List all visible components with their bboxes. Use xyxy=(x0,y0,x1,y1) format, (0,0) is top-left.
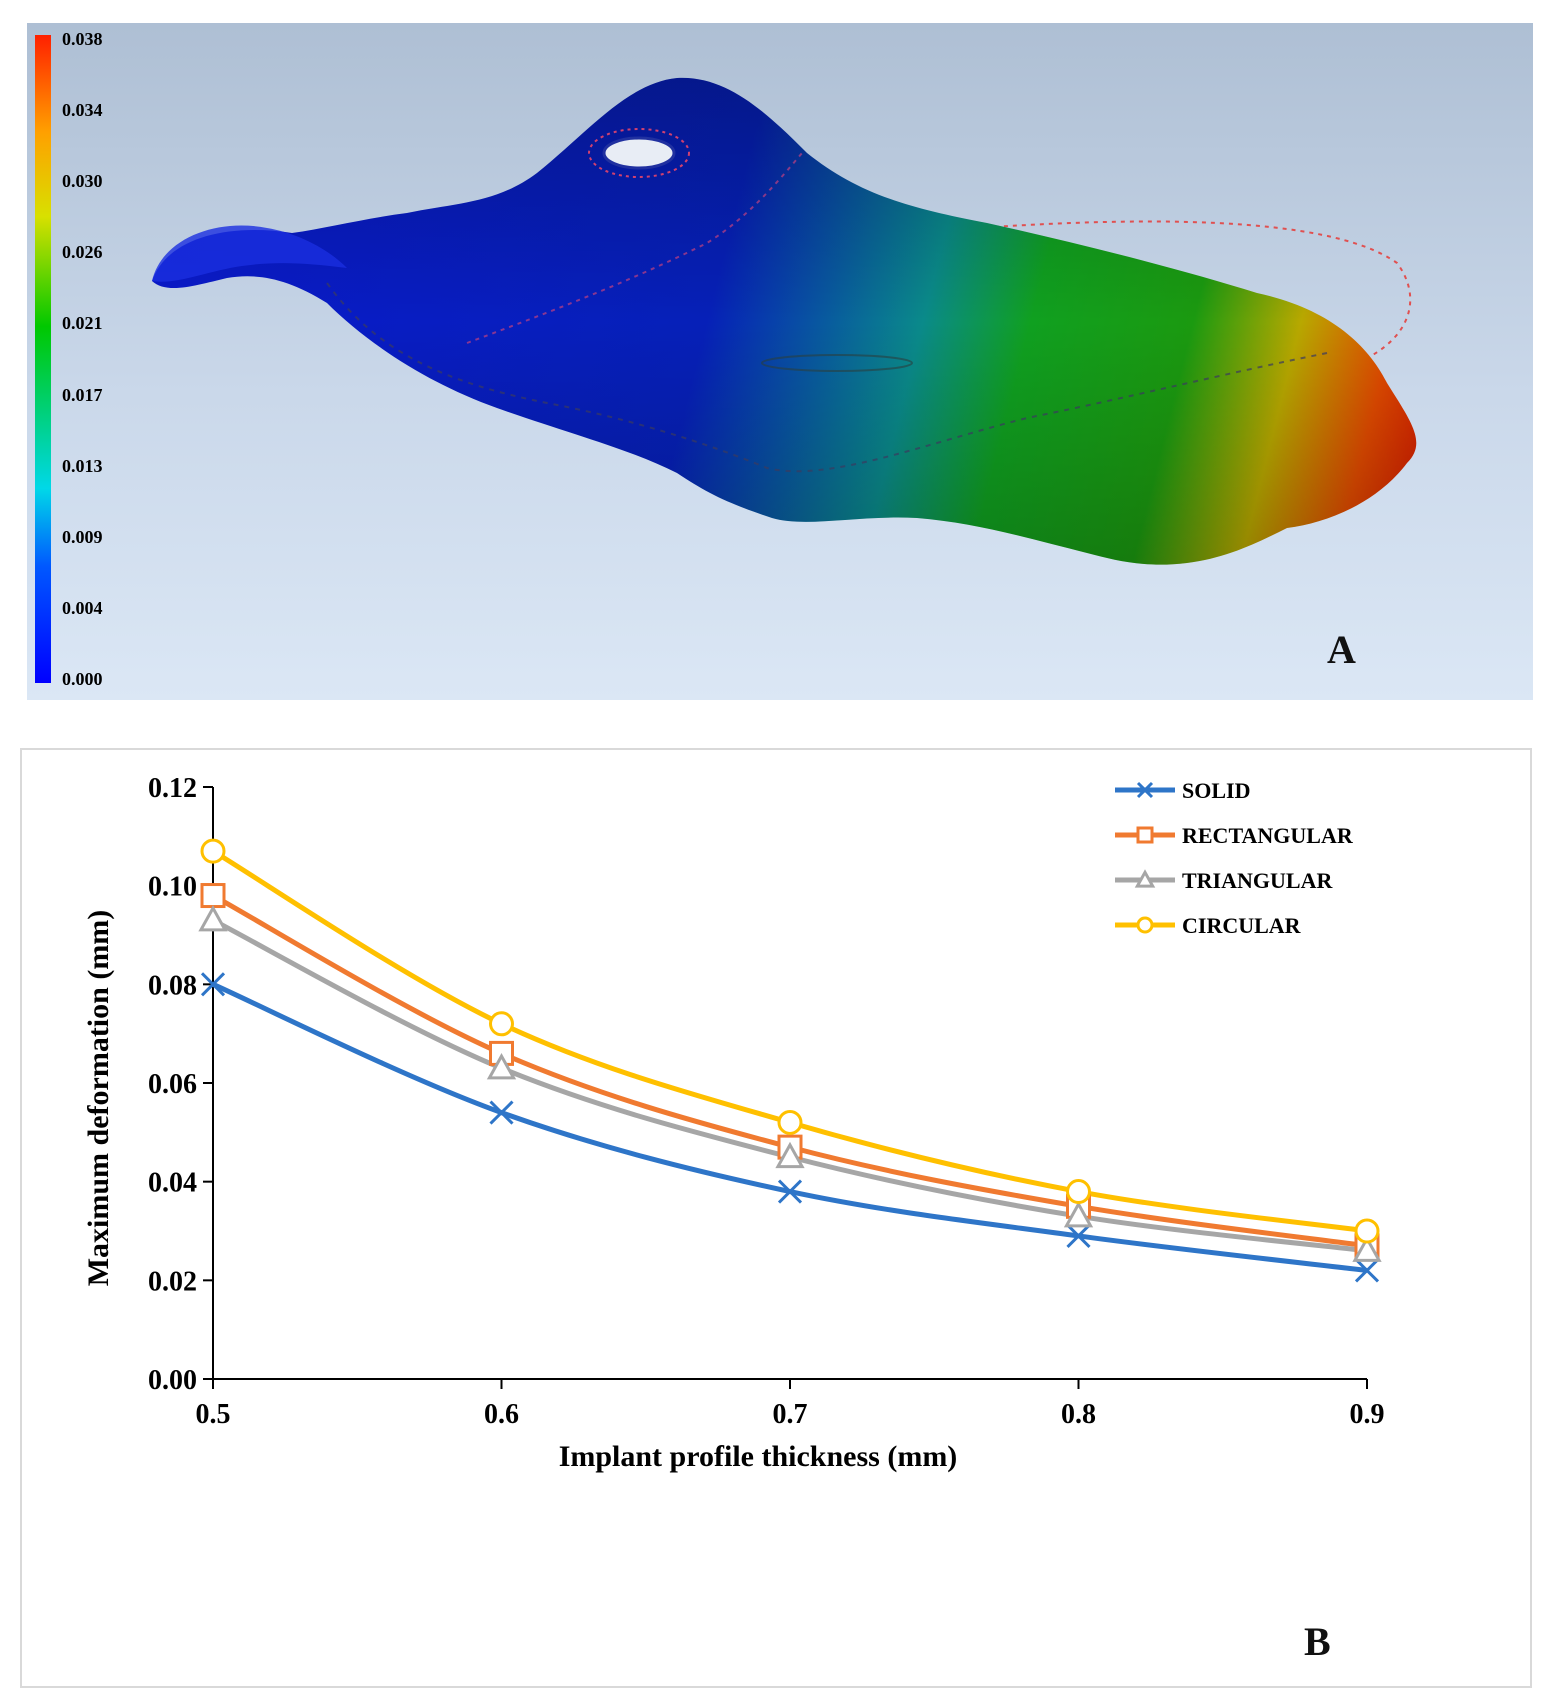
data-point-solid xyxy=(1066,1223,1091,1248)
legend-label: RECTANGULAR xyxy=(1182,823,1354,848)
x-tick-label: 0.8 xyxy=(1061,1399,1096,1430)
data-point-solid xyxy=(489,1100,514,1125)
x-tick-label: 0.9 xyxy=(1350,1399,1385,1430)
legend-label: SOLID xyxy=(1182,778,1250,803)
data-point-triangular xyxy=(486,1053,517,1080)
y-axis-title: Maximum deformation (mm) xyxy=(82,910,115,1287)
legend: SOLID RECTANGULAR TRIANGULAR CIRCULAR xyxy=(1115,778,1354,938)
deformation-chart-panel: 0.00 0.02 0.04 0.06 0.08 0.10 0.12 0.5 0.6 0.7 0.… xyxy=(20,748,1532,1688)
y-tick-label: 0.08 xyxy=(148,970,197,1001)
colorbar-tick-label: 0.026 xyxy=(62,242,103,262)
data-point-triangular xyxy=(198,905,228,932)
y-tick-label: 0.10 xyxy=(148,872,197,903)
implant-shading xyxy=(152,77,1417,565)
colorbar-tick-label: 0.004 xyxy=(62,598,103,618)
data-point-circular xyxy=(489,1011,514,1037)
colorbar-tick-label: 0.013 xyxy=(62,456,103,476)
screw-hole-ring xyxy=(588,128,690,178)
data-point-solid xyxy=(777,1179,803,1204)
fea-render: 0.038 0.034 0.030 0.026 0.021 0.017 0.01… xyxy=(27,23,1533,700)
data-point-circular xyxy=(1066,1179,1091,1205)
colorbar xyxy=(35,35,51,683)
surface-contour xyxy=(466,152,803,344)
y-tick-label: 0.06 xyxy=(148,1069,197,1100)
legend-label: TRIANGULAR xyxy=(1182,868,1333,893)
panel-a-label: A xyxy=(1327,627,1356,672)
colorbar-tick-label: 0.000 xyxy=(62,669,103,689)
legend-item-rectangular: RECTANGULAR xyxy=(1115,823,1354,848)
data-point-solid xyxy=(200,972,226,997)
series-line-triangular xyxy=(211,917,1368,1254)
surface-contour xyxy=(326,282,1328,473)
legend-marker xyxy=(1134,869,1156,888)
y-axis-ticks: 0.00 0.02 0.04 0.06 0.08 0.10 0.12 xyxy=(148,773,213,1396)
legend-marker xyxy=(1136,781,1154,799)
series-layer xyxy=(198,838,1382,1283)
data-point-solid xyxy=(1354,1258,1380,1283)
line-chart: 0.000.020.040.060.080.100.12 0.5 0.6 0.7 0.… xyxy=(82,773,1385,1664)
x-tick-label: 0.6 xyxy=(484,1399,519,1430)
colorbar-tick-label: 0.034 xyxy=(62,100,103,120)
legend-item-solid: SOLID xyxy=(1115,778,1250,803)
data-point-circular xyxy=(1354,1218,1380,1244)
legend-marker xyxy=(1136,826,1154,844)
screw-hole xyxy=(602,136,676,170)
y-tick-label: 0.02 xyxy=(148,1266,197,1297)
colorbar-tick-label: 0.030 xyxy=(62,171,103,191)
data-point-circular xyxy=(777,1109,803,1135)
x-axis-title: Implant profile thickness (mm) xyxy=(559,1440,958,1473)
x-axis-ticks: 0.5 0.6 0.7 0.8 0.9 xyxy=(196,1379,1385,1430)
data-point-triangular xyxy=(1352,1235,1382,1262)
series-line-circular xyxy=(211,848,1368,1234)
surface-slot xyxy=(761,354,913,372)
x-tick-label: 0.7 xyxy=(773,1399,808,1430)
implant-curl xyxy=(152,225,347,282)
data-point-triangular xyxy=(775,1141,805,1169)
legend-label: CIRCULAR xyxy=(1182,913,1302,938)
data-point-rectangular xyxy=(200,883,226,909)
legend-item-circular: CIRCULAR xyxy=(1115,913,1302,938)
colorbar-tick-label: 0.009 xyxy=(62,527,103,547)
data-point-circular xyxy=(200,838,226,864)
data-point-triangular xyxy=(1063,1201,1094,1228)
fea-deformation-panel: 0.038 0.034 0.030 0.026 0.021 0.017 0.01… xyxy=(27,23,1533,700)
legend-item-triangular: TRIANGULAR xyxy=(1115,868,1333,893)
colorbar-tick-label: 0.021 xyxy=(62,313,103,333)
undeformed-outline xyxy=(976,220,1412,424)
y-tick-label: 0.04 xyxy=(148,1168,197,1199)
y-tick-label: 0.12 xyxy=(148,773,197,804)
panel-b-label: B xyxy=(1304,1619,1331,1664)
colorbar-tick-label: 0.038 xyxy=(62,29,103,49)
y-tick-label: 0.00 xyxy=(148,1365,197,1396)
legend-marker xyxy=(1136,916,1154,934)
x-tick-label: 0.5 xyxy=(196,1399,231,1430)
colorbar-ticks: 0.038 0.034 0.030 0.026 0.021 0.017 0.01… xyxy=(62,29,103,689)
colorbar-tick-label: 0.017 xyxy=(62,385,103,405)
